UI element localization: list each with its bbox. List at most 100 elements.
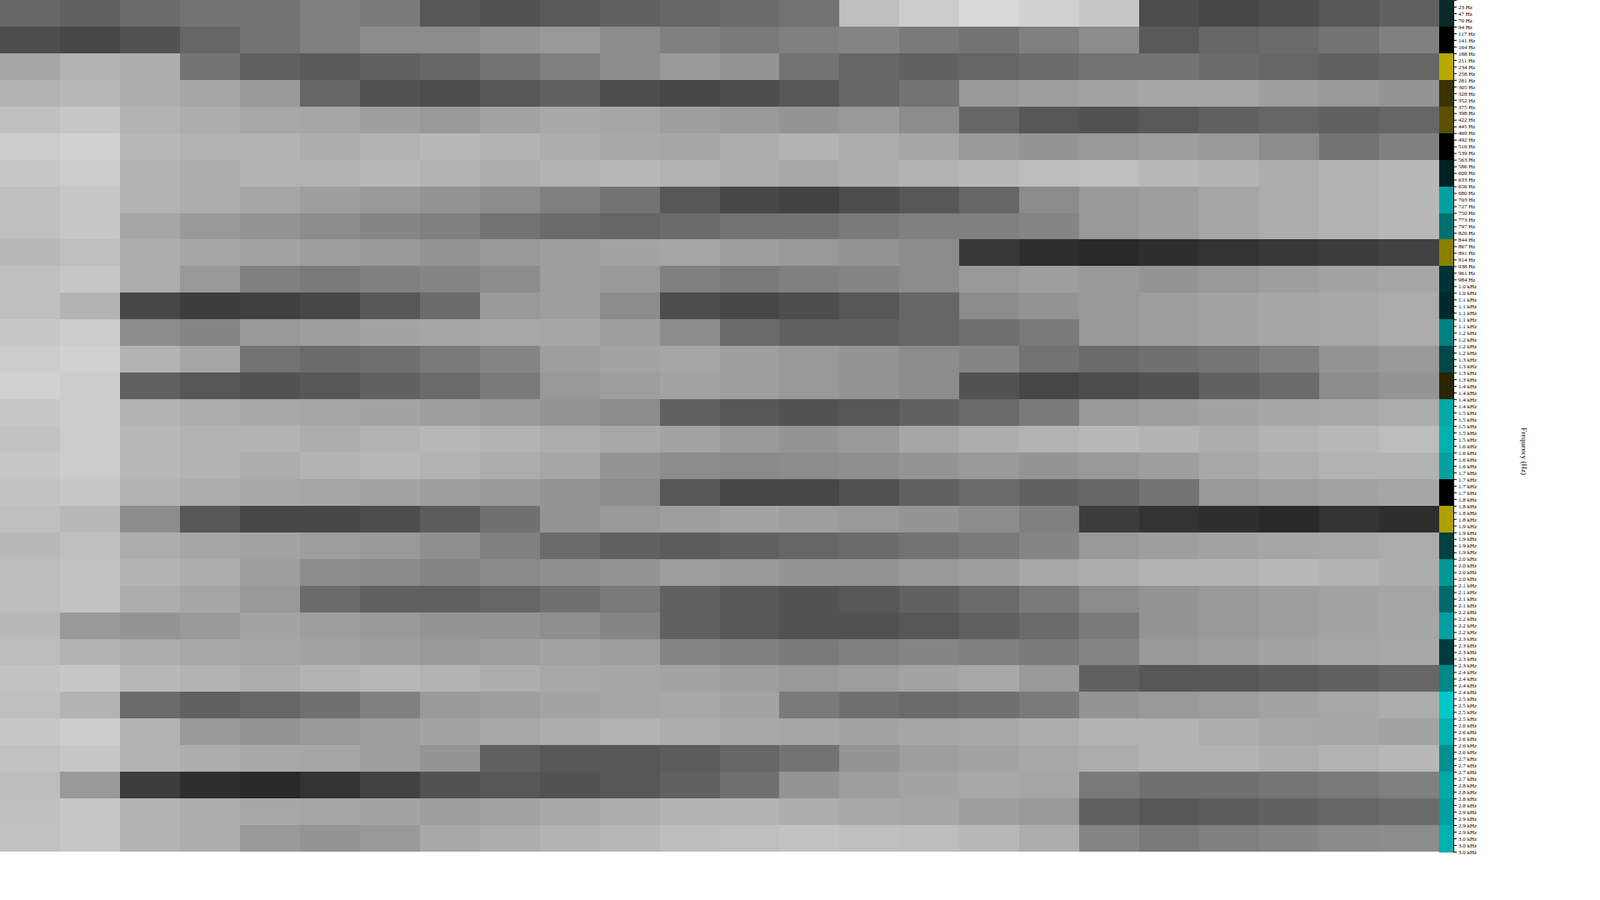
tick-label: 2.7 kHz	[1458, 775, 1477, 783]
tick-label: 2.4 kHz	[1458, 669, 1477, 676]
heatmap-cell	[180, 585, 240, 613]
heatmap-cell	[1199, 771, 1260, 799]
heatmap-cell	[120, 771, 180, 799]
heatmap-cell	[779, 399, 840, 426]
heatmap-cell	[1199, 559, 1260, 586]
heatmap-cell	[720, 771, 780, 799]
heatmap-cell	[420, 265, 480, 293]
heatmap-cell	[779, 825, 840, 852]
heatmap-cell	[540, 53, 600, 80]
tick-mark	[1453, 452, 1457, 454]
heatmap-cell	[360, 265, 420, 293]
heatmap-cell	[1259, 665, 1320, 692]
heatmap-cell	[1379, 292, 1440, 320]
heatmap-cell	[480, 106, 540, 134]
heatmap-cell	[180, 665, 240, 692]
heatmap-cell	[300, 292, 360, 320]
heatmap-cell	[959, 292, 1020, 320]
heatmap-cell	[1139, 745, 1200, 772]
tick-mark	[1453, 419, 1457, 420]
heatmap-cell	[1379, 239, 1440, 266]
heatmap-cell	[300, 532, 360, 560]
heatmap-cell	[420, 825, 480, 852]
heatmap-cell	[1379, 771, 1440, 799]
heatmap-cell	[1139, 585, 1200, 613]
heatmap-cell	[0, 559, 60, 586]
heatmap-cell	[120, 26, 180, 54]
tick-label: 117 Hz	[1458, 30, 1475, 38]
heatmap-cell	[240, 559, 300, 586]
heatmap-cell	[839, 319, 900, 346]
tick: 1.3 kHz	[1453, 376, 1477, 384]
heatmap-cell	[120, 80, 180, 107]
heatmap-cell	[540, 345, 600, 373]
heatmap-cell	[660, 479, 720, 506]
tick-label: 1.4 kHz	[1458, 390, 1477, 397]
tick: 1.7 kHz	[1453, 490, 1477, 497]
heatmap-cell	[1199, 292, 1260, 320]
tick: 1.5 kHz	[1453, 410, 1477, 417]
heatmap-cell	[360, 479, 420, 506]
tick-mark	[1453, 80, 1457, 81]
heatmap-cell	[1319, 0, 1380, 27]
tick-label: 2.7 kHz	[1458, 762, 1477, 770]
tick: 2.1 kHz	[1453, 595, 1477, 603]
tick-mark	[1453, 93, 1457, 95]
heatmap-cell	[120, 160, 180, 187]
heatmap-cell	[180, 639, 240, 666]
heatmap-cell	[120, 53, 180, 80]
tick-label: 703 Hz	[1458, 196, 1475, 204]
tick-label: 375 Hz	[1458, 103, 1475, 110]
tick-mark	[1453, 325, 1457, 327]
tick: 2.3 kHz	[1453, 642, 1477, 650]
heatmap-cell	[60, 479, 120, 506]
tick-label: 1.3 kHz	[1458, 370, 1477, 377]
tick-mark	[1453, 718, 1457, 720]
tick-mark	[1453, 73, 1457, 75]
band-color	[1439, 213, 1454, 240]
tick-label: 3.0 kHz	[1458, 835, 1477, 843]
heatmap-cell	[839, 665, 900, 692]
tick-label: 2.9 kHz	[1458, 822, 1477, 830]
heatmap-cell	[1379, 505, 1440, 533]
tick-label: 1.5 kHz	[1458, 436, 1477, 444]
heatmap-cell	[1139, 186, 1200, 214]
tick-label: 2.6 kHz	[1458, 742, 1477, 750]
heatmap-cell	[899, 771, 960, 799]
heatmap-cell	[420, 585, 480, 613]
heatmap-cell	[1319, 452, 1380, 480]
heatmap-cell	[899, 585, 960, 613]
band-color	[1439, 718, 1454, 745]
tick: 938 Hz	[1453, 263, 1475, 270]
tick: 2.0 kHz	[1453, 569, 1477, 576]
axis-line	[1454, 0, 1458, 853]
tick-mark	[1453, 845, 1457, 846]
heatmap-cell	[1139, 160, 1200, 187]
tick-mark	[1453, 359, 1457, 360]
heatmap-cell	[480, 265, 540, 293]
heatmap-cell	[240, 718, 300, 745]
tick-label: 2.4 kHz	[1458, 682, 1477, 690]
heatmap-cell	[600, 691, 660, 719]
tick: 1.5 kHz	[1453, 436, 1477, 444]
heatmap-cell	[1079, 239, 1140, 266]
band-color	[1439, 372, 1454, 400]
heatmap-cell	[600, 106, 660, 134]
tick-label: 164 Hz	[1458, 44, 1475, 51]
heatmap-cell	[240, 505, 300, 533]
heatmap-cell	[0, 452, 60, 480]
heatmap-cell	[480, 345, 540, 373]
heatmap-cell	[480, 452, 540, 480]
band-color	[1439, 745, 1454, 772]
heatmap-cell	[1259, 612, 1320, 640]
heatmap-cell	[0, 639, 60, 666]
heatmap-cell	[360, 53, 420, 80]
heatmap-cell	[839, 0, 900, 27]
heatmap-cell	[839, 213, 900, 240]
tick-mark	[1453, 738, 1457, 740]
heatmap-cell	[60, 26, 120, 54]
tick: 2.7 kHz	[1453, 762, 1477, 770]
tick: 1.3 kHz	[1453, 356, 1477, 364]
heatmap-cell	[300, 505, 360, 533]
heatmap-cell	[720, 639, 780, 666]
